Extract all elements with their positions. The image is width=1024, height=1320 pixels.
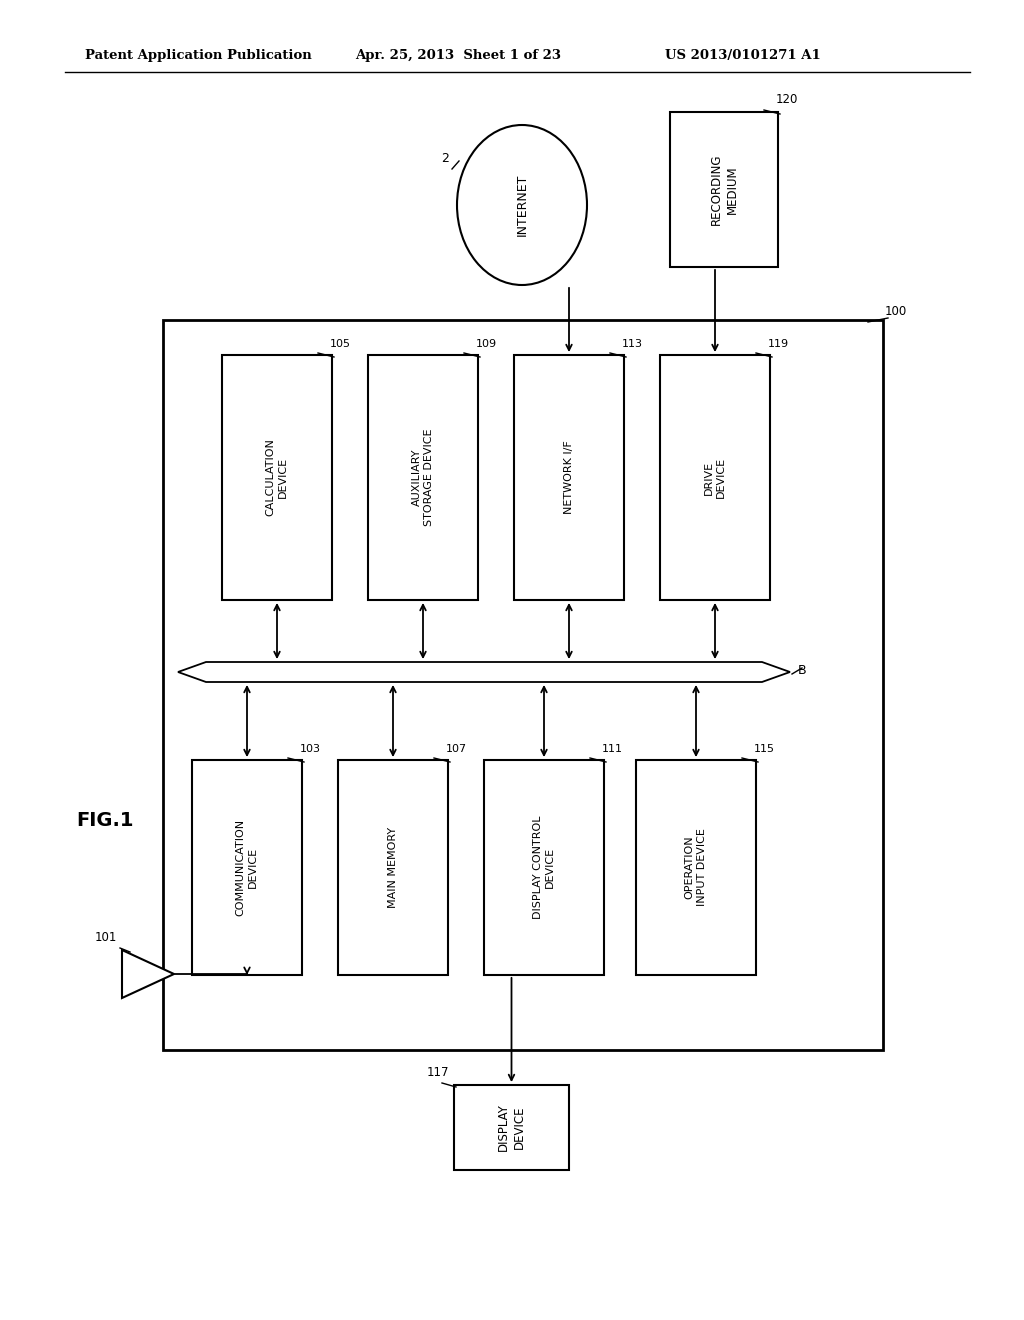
Bar	[484, 760, 604, 975]
Text: US 2013/0101271 A1: US 2013/0101271 A1	[665, 49, 821, 62]
Polygon shape	[178, 663, 790, 682]
Text: FIG.1: FIG.1	[76, 810, 134, 829]
Text: AUXILIARY
STORAGE DEVICE: AUXILIARY STORAGE DEVICE	[412, 429, 434, 527]
Text: 117: 117	[427, 1067, 449, 1078]
Text: 101: 101	[94, 931, 117, 944]
Text: 111: 111	[602, 744, 623, 754]
Text: COMMUNICATION
DEVICE: COMMUNICATION DEVICE	[236, 818, 258, 916]
Bar	[222, 355, 332, 601]
Bar	[670, 112, 778, 267]
Text: 105: 105	[330, 339, 351, 348]
Text: 2: 2	[441, 152, 449, 165]
Polygon shape	[122, 950, 174, 998]
Text: MAIN MEMORY: MAIN MEMORY	[388, 826, 398, 908]
Text: 109: 109	[476, 339, 497, 348]
Bar	[636, 760, 756, 975]
Text: 120: 120	[776, 92, 799, 106]
Text: B: B	[798, 664, 807, 677]
Bar	[514, 355, 624, 601]
Text: Apr. 25, 2013  Sheet 1 of 23: Apr. 25, 2013 Sheet 1 of 23	[355, 49, 561, 62]
Text: 103: 103	[300, 744, 321, 754]
Text: DRIVE
DEVICE: DRIVE DEVICE	[703, 457, 726, 498]
Text: DISPLAY
DEVICE: DISPLAY DEVICE	[497, 1104, 526, 1151]
Bar	[193, 760, 302, 975]
Bar	[454, 1085, 569, 1170]
Text: 107: 107	[446, 744, 467, 754]
Bar	[368, 355, 478, 601]
Text: CALCULATION
DEVICE: CALCULATION DEVICE	[266, 438, 288, 516]
Text: INTERNET: INTERNET	[515, 174, 528, 236]
Text: 100: 100	[885, 305, 907, 318]
Text: Patent Application Publication: Patent Application Publication	[85, 49, 311, 62]
Bar	[163, 319, 883, 1049]
Text: NETWORK I/F: NETWORK I/F	[564, 441, 574, 515]
Bar	[660, 355, 770, 601]
Text: RECORDING
MEDIUM: RECORDING MEDIUM	[710, 153, 738, 226]
Text: 119: 119	[768, 339, 790, 348]
Text: 115: 115	[754, 744, 775, 754]
Ellipse shape	[457, 125, 587, 285]
Text: 113: 113	[622, 339, 643, 348]
Text: DISPLAY CONTROL
DEVICE: DISPLAY CONTROL DEVICE	[532, 816, 555, 919]
Text: OPERATION
INPUT DEVICE: OPERATION INPUT DEVICE	[685, 829, 708, 907]
Bar	[338, 760, 449, 975]
